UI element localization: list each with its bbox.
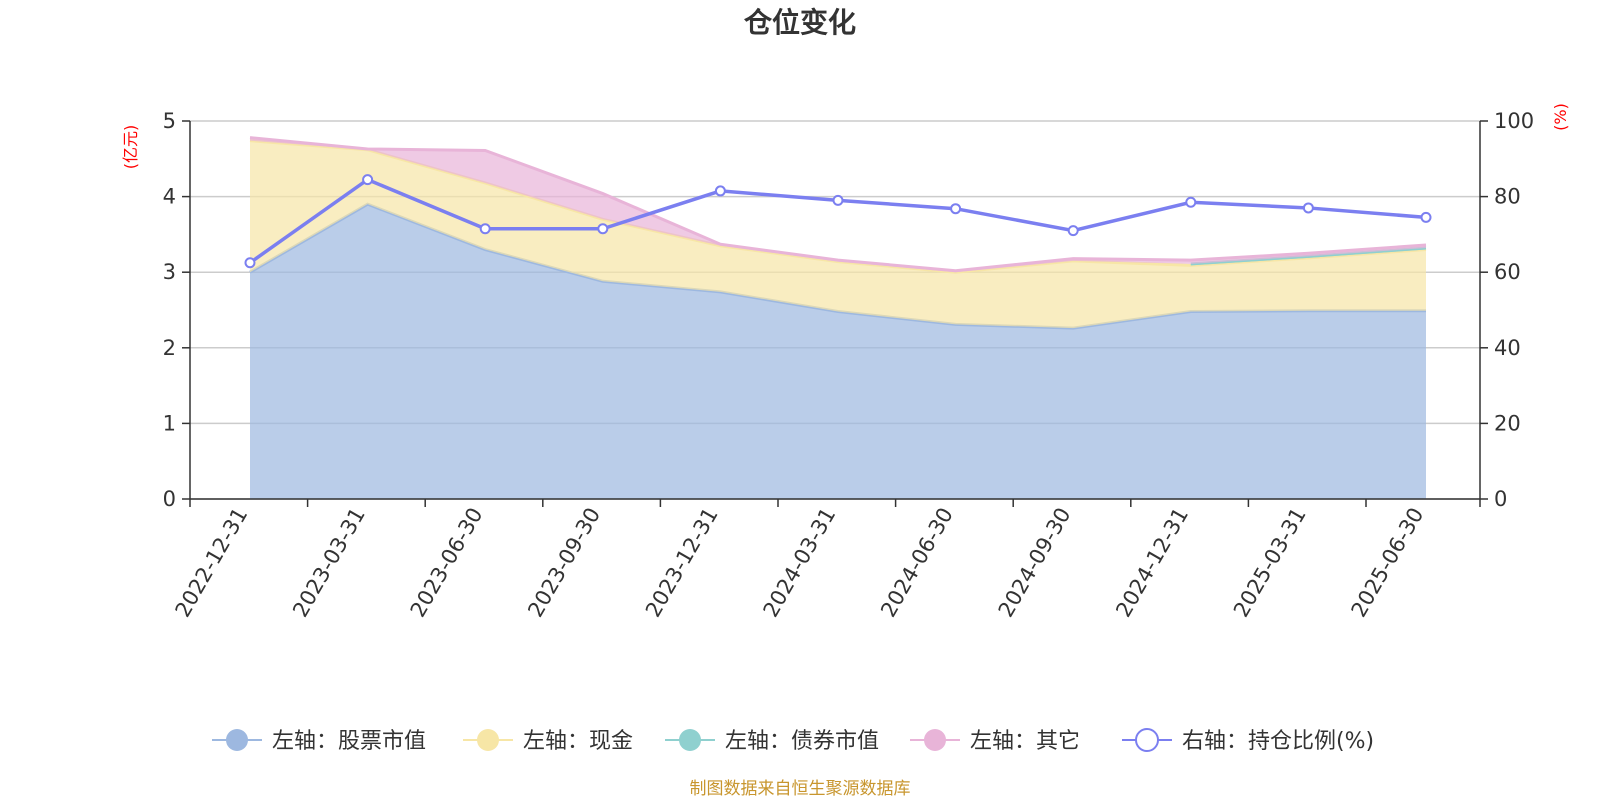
legend-item[interactable]: 左轴：债券市值 [665,729,879,754]
right-tick-label: 40 [1494,336,1521,360]
left-tick-label: 5 [163,109,176,133]
x-tick-label: 2023-09-30 [523,504,605,622]
legend[interactable]: 左轴：股票市值 左轴：现金 左轴：债券市值 左轴：其它 右轴：持仓比例(%) [212,728,1374,754]
right-tick-label: 100 [1494,109,1534,133]
legend-item[interactable]: 右轴：持仓比例(%) [1122,728,1374,754]
legend-marker [1135,728,1159,752]
right-tick-label: 60 [1494,260,1521,284]
area-series [249,136,1427,499]
x-tick-label: 2023-06-30 [406,504,488,622]
legend-marker [226,729,248,751]
x-tick-label: 2022-12-31 [171,504,253,622]
right-tick-label: 20 [1494,411,1521,435]
x-tick-label: 2024-12-31 [1111,504,1193,622]
line-point [362,174,374,186]
area-edge-左轴：其它 [249,136,1427,273]
x-tick-label: 2025-06-30 [1347,504,1429,622]
x-tick-label: 2024-03-31 [759,504,841,622]
legend-label: 左轴：股票市值 [272,729,426,754]
right-tick-label: 0 [1494,487,1507,511]
x-tick-label: 2023-03-31 [288,504,370,622]
legend-item[interactable]: 左轴：其它 [910,729,1080,754]
line-point [832,194,844,206]
area-左轴：股票市值 [250,204,1426,499]
right-axis-unit: (%) [1551,103,1570,131]
legend-label: 右轴：持仓比例(%) [1182,729,1374,754]
left-tick-label: 4 [163,185,176,209]
left-tick-label: 3 [163,260,176,284]
legend-marker [679,729,701,751]
line-series [244,174,1432,269]
line-point [597,223,609,235]
x-tick-label: 2024-06-30 [876,504,958,622]
right-tick-label: 80 [1494,185,1521,209]
left-tick-label: 1 [163,411,176,435]
legend-item[interactable]: 左轴：现金 [463,729,633,754]
left-tick-label: 0 [163,487,176,511]
chart-title: 仓位变化 [744,6,856,39]
legend-label: 左轴：债券市值 [725,729,879,754]
line-point [1302,202,1314,214]
line-point [479,223,491,235]
x-tick-label: 2023-12-31 [641,504,723,622]
legend-item[interactable]: 左轴：股票市值 [212,729,426,754]
line-point [950,203,962,215]
line-point [714,185,726,197]
line-point [1067,225,1079,237]
area-左轴：现金 [250,140,1426,329]
legend-marker [924,729,946,751]
x-tick-label: 2024-09-30 [994,504,1076,622]
line-point [1420,211,1432,223]
line-point [1185,196,1197,208]
legend-label: 左轴：其它 [970,729,1080,754]
source-note: 制图数据来自恒生聚源数据库 [690,779,911,799]
line-point [244,257,256,269]
legend-label: 左轴：现金 [523,729,633,754]
x-tick-label: 2025-03-31 [1229,504,1311,622]
left-tick-label: 2 [163,336,176,360]
legend-marker [477,729,499,751]
left-axis-unit: (亿元) [121,125,140,170]
